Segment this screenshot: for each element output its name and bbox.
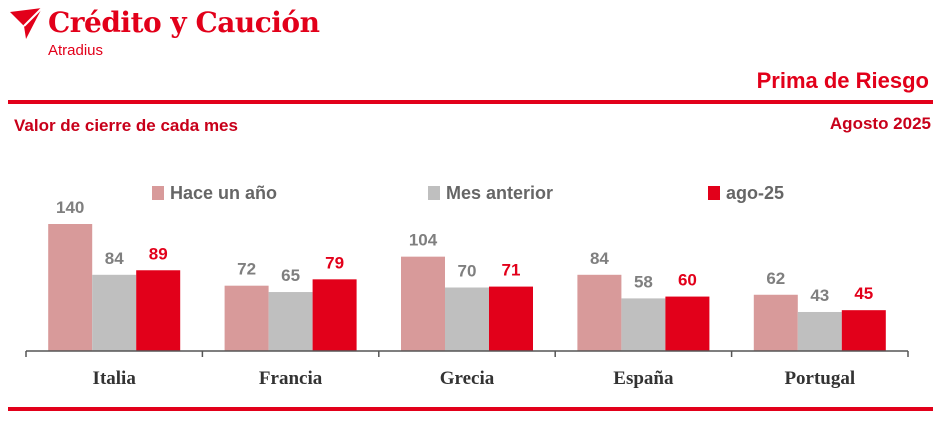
legend-label: ago-25 <box>726 183 784 203</box>
data-label: 79 <box>325 253 344 272</box>
bar <box>136 270 181 351</box>
x-tick-label: Italia <box>93 368 137 389</box>
bar <box>841 310 886 351</box>
data-label: 62 <box>766 269 785 288</box>
bar <box>797 311 842 351</box>
bar <box>665 296 710 351</box>
data-label: 43 <box>810 286 829 305</box>
data-label: 84 <box>590 249 609 268</box>
x-tick-label: España <box>613 368 674 389</box>
data-label: 65 <box>281 266 300 285</box>
bar <box>224 285 269 351</box>
bar <box>312 279 357 351</box>
data-label: 84 <box>105 249 124 268</box>
data-label: 60 <box>678 271 697 290</box>
bar <box>445 287 489 351</box>
data-label: 58 <box>634 272 653 291</box>
legend-label: Mes anterior <box>446 183 553 203</box>
atradius-logo-icon <box>10 7 43 39</box>
legend-swatch <box>428 186 440 200</box>
data-label: 72 <box>237 260 256 279</box>
bar <box>92 274 137 351</box>
brand-subname: Atradius <box>48 42 104 59</box>
chart-subtitle: Valor de cierre de cada mes <box>14 116 238 135</box>
chart-date: Agosto 2025 <box>829 114 931 133</box>
data-label: 104 <box>409 231 438 250</box>
page-title: Prima de Riesgo <box>756 68 929 93</box>
bar <box>268 292 313 351</box>
bar <box>48 224 93 351</box>
top-rule <box>8 100 933 104</box>
data-label: 140 <box>56 198 84 217</box>
legend-label: Hace un año <box>170 183 277 203</box>
legend-swatch <box>708 186 720 200</box>
data-label: 70 <box>458 262 477 281</box>
data-label: 71 <box>502 261 521 280</box>
bar <box>401 256 445 351</box>
bar <box>577 274 622 351</box>
bar <box>753 294 798 351</box>
x-tick-label: Portugal <box>784 368 855 389</box>
data-label: 89 <box>149 244 168 263</box>
data-label: 45 <box>854 284 873 303</box>
x-tick-label: Grecia <box>440 368 495 389</box>
brand-name: Crédito y Caución <box>48 6 320 39</box>
legend-swatch <box>152 186 164 200</box>
bar <box>621 298 666 351</box>
bar <box>489 286 533 351</box>
x-tick-label: Francia <box>259 368 323 389</box>
bottom-rule <box>8 407 933 411</box>
